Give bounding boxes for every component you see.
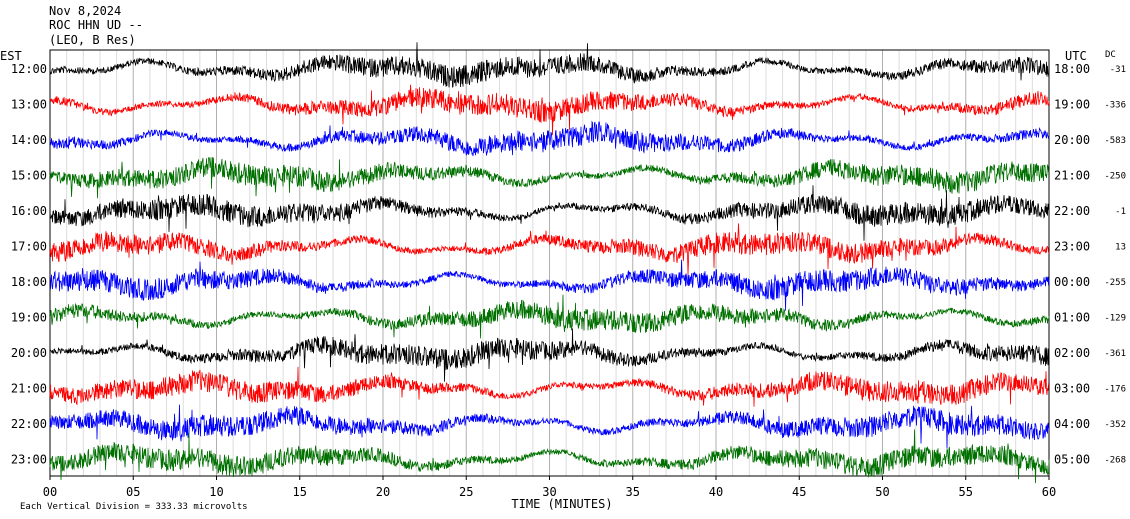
est-axis-label: EST: [0, 49, 22, 63]
utc-axis-label: UTC: [1065, 49, 1087, 63]
x-tick-label: 20: [376, 485, 390, 499]
utc-time-label: 05:00: [1054, 453, 1090, 467]
x-tick-label: 25: [459, 485, 473, 499]
est-time-label: 23:00: [11, 453, 47, 467]
x-tick-label: 35: [626, 485, 640, 499]
est-time-label: 18:00: [11, 275, 47, 289]
utc-time-label: 21:00: [1054, 169, 1090, 183]
trace-row: [49, 120, 1050, 157]
trace-row: [49, 328, 1050, 382]
x-tick-label: 30: [542, 485, 556, 499]
dc-offset-label: -583: [1104, 136, 1126, 146]
x-tick-label: 10: [209, 485, 223, 499]
x-tick-label: 00: [43, 485, 57, 499]
utc-time-label: 03:00: [1054, 382, 1090, 396]
est-time-label: 17:00: [11, 240, 47, 254]
est-time-label: 13:00: [11, 98, 47, 112]
x-tick-label: 55: [959, 485, 973, 499]
utc-time-label: 22:00: [1054, 204, 1090, 218]
dc-offset-label: -255: [1104, 278, 1126, 288]
utc-time-label: 20:00: [1054, 133, 1090, 147]
utc-time-label: 01:00: [1054, 311, 1090, 325]
trace-row: [49, 185, 1050, 241]
dc-offset-label: -336: [1104, 101, 1126, 111]
est-time-label: 15:00: [11, 169, 47, 183]
est-time-label: 21:00: [11, 382, 47, 396]
utc-time-label: 00:00: [1054, 275, 1090, 289]
trace-row: [49, 366, 1050, 407]
trace-row: [49, 404, 1050, 449]
trace-row: [49, 157, 1050, 199]
trace-row: [49, 42, 1050, 88]
utc-time-label: 19:00: [1054, 98, 1090, 112]
x-tick-label: 60: [1042, 485, 1056, 499]
est-time-label: 12:00: [11, 62, 47, 76]
x-tick-label: 50: [875, 485, 889, 499]
trace-row: [49, 84, 1050, 136]
trace-row: [49, 223, 1050, 276]
dc-column-label: DC: [1105, 50, 1116, 60]
dc-offset-label: -361: [1104, 349, 1126, 359]
x-tick-label: 45: [792, 485, 806, 499]
x-tick-label: 15: [293, 485, 307, 499]
dc-offset-label: -352: [1104, 420, 1126, 430]
x-tick-label: 40: [709, 485, 723, 499]
utc-time-label: 18:00: [1054, 62, 1090, 76]
est-time-label: 14:00: [11, 133, 47, 147]
est-time-label: 19:00: [11, 311, 47, 325]
x-axis-label: TIME (MINUTES): [511, 497, 612, 511]
est-time-label: 22:00: [11, 417, 47, 431]
date-label: Nov 8,2024: [49, 4, 122, 18]
trace-row: [49, 294, 1050, 339]
est-time-label: 16:00: [11, 204, 47, 218]
station-label: ROC HHN UD --: [49, 18, 143, 32]
est-time-label: 20:00: [11, 346, 47, 360]
dc-offset-label: -31: [1110, 65, 1126, 75]
utc-time-label: 23:00: [1054, 240, 1090, 254]
dc-offset-label: -250: [1104, 172, 1126, 182]
utc-time-label: 02:00: [1054, 346, 1090, 360]
utc-time-label: 04:00: [1054, 417, 1090, 431]
dc-offset-label: -268: [1104, 456, 1126, 466]
scale-note: Each Vertical Division = 333.33 microvol…: [20, 502, 248, 512]
x-tick-label: 05: [126, 485, 140, 499]
trace-row: [49, 259, 1050, 311]
dc-offset-label: -176: [1104, 385, 1126, 395]
network-label: (LEO, B Res): [49, 33, 136, 47]
dc-offset-label: -129: [1104, 314, 1126, 324]
trace-row: [49, 429, 1050, 484]
dc-offset-label: -1: [1115, 207, 1126, 217]
dc-offset-label: 13: [1115, 243, 1126, 253]
